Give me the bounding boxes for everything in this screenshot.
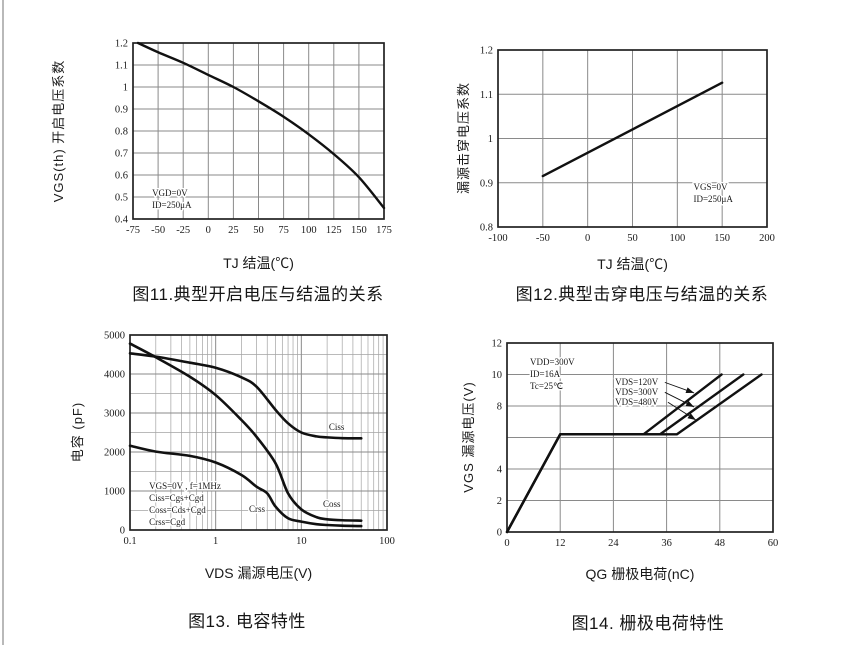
svg-text:1: 1	[213, 536, 218, 547]
svg-text:1.1: 1.1	[480, 90, 493, 101]
fig14-x-axis-label: QG 栅极电荷(nC)	[585, 566, 695, 582]
svg-text:125: 125	[326, 225, 342, 236]
svg-text:10: 10	[492, 370, 503, 381]
svg-text:175: 175	[376, 225, 392, 236]
svg-text:100: 100	[669, 233, 685, 244]
svg-text:VDS=300V: VDS=300V	[615, 387, 659, 397]
svg-text:0: 0	[504, 538, 509, 549]
fig14-title: 图14. 栅极电荷特性	[571, 614, 725, 633]
svg-text:0: 0	[585, 233, 590, 244]
svg-text:1.2: 1.2	[115, 39, 128, 50]
fig13-y-axis-label: 电容 (pF)	[70, 401, 85, 463]
svg-text:4: 4	[497, 465, 503, 476]
fig12-y-axis-label: 漏源击穿电压系数	[456, 82, 471, 195]
svg-text:0.9: 0.9	[115, 105, 128, 116]
svg-text:0.9: 0.9	[480, 178, 493, 189]
svg-text:ID=250μA: ID=250μA	[152, 200, 192, 210]
svg-text:0.1: 0.1	[123, 536, 136, 547]
svg-text:0.7: 0.7	[115, 149, 128, 160]
svg-text:VGS=0V , f=1MHz: VGS=0V , f=1MHz	[149, 481, 221, 491]
svg-text:36: 36	[661, 538, 672, 549]
svg-text:2000: 2000	[104, 448, 125, 459]
svg-text:150: 150	[351, 225, 367, 236]
svg-text:200: 200	[759, 233, 775, 244]
svg-text:100: 100	[301, 225, 317, 236]
svg-text:0: 0	[497, 528, 502, 539]
svg-text:-100: -100	[488, 233, 507, 244]
svg-text:50: 50	[253, 225, 264, 236]
svg-text:10: 10	[296, 536, 307, 547]
svg-text:VGS=0V: VGS=0V	[693, 182, 728, 192]
svg-text:Coss=Cds+Cgd: Coss=Cds+Cgd	[149, 505, 206, 515]
svg-text:50: 50	[627, 233, 638, 244]
svg-text:VGD=0V: VGD=0V	[152, 188, 188, 198]
svg-text:1.1: 1.1	[115, 61, 128, 72]
svg-text:75: 75	[278, 225, 289, 236]
svg-text:Crss=Cgd: Crss=Cgd	[149, 517, 186, 527]
svg-text:0.5: 0.5	[115, 193, 128, 204]
fig12-x-axis-label: TJ 结温(℃)	[597, 256, 668, 272]
fig13-x-axis-label: VDS 漏源电压(V)	[204, 565, 313, 581]
svg-text:4000: 4000	[104, 370, 125, 381]
svg-text:1: 1	[488, 134, 493, 145]
fig11-title: 图11.典型开启电压与结温的关系	[132, 285, 384, 304]
svg-text:2: 2	[497, 496, 502, 507]
svg-text:ID=250μA: ID=250μA	[693, 194, 733, 204]
svg-text:25: 25	[228, 225, 239, 236]
svg-text:-25: -25	[176, 225, 190, 236]
fig11-x-axis-label: TJ 结温(℃)	[223, 255, 294, 271]
svg-text:100: 100	[379, 536, 395, 547]
svg-text:60: 60	[768, 538, 779, 549]
svg-text:ID=16A: ID=16A	[530, 369, 561, 379]
svg-text:150: 150	[714, 233, 730, 244]
svg-text:Ciss=Cgs+Cgd: Ciss=Cgs+Cgd	[149, 493, 204, 503]
svg-text:12: 12	[492, 339, 503, 350]
fig12-title: 图12.典型击穿电压与结温的关系	[515, 285, 769, 304]
svg-text:0.4: 0.4	[115, 215, 129, 226]
svg-text:VDS=480V: VDS=480V	[615, 397, 659, 407]
svg-text:VDD=300V: VDD=300V	[530, 357, 575, 367]
svg-text:Coss: Coss	[323, 499, 341, 509]
fig11-y-axis-label: VGS(th) 开启电压系数	[51, 59, 66, 203]
svg-text:Crss: Crss	[249, 504, 266, 514]
svg-text:0: 0	[206, 225, 211, 236]
svg-text:Ciss: Ciss	[329, 422, 345, 432]
svg-text:1000: 1000	[104, 487, 125, 498]
fig13-title: 图13. 电容特性	[188, 612, 306, 631]
svg-text:12: 12	[555, 538, 566, 549]
scan-edge-line	[2, 0, 4, 645]
svg-text:0.8: 0.8	[115, 127, 128, 138]
svg-text:3000: 3000	[104, 409, 125, 420]
svg-text:VDS=120V: VDS=120V	[615, 377, 659, 387]
svg-text:0.6: 0.6	[115, 171, 128, 182]
fig14-y-axis-label: VGS 漏源电压(V)	[461, 381, 476, 493]
svg-text:8: 8	[497, 402, 502, 413]
svg-text:0.8: 0.8	[480, 223, 493, 234]
svg-text:0: 0	[120, 526, 125, 537]
svg-text:48: 48	[715, 538, 726, 549]
svg-text:24: 24	[608, 538, 619, 549]
svg-text:1: 1	[123, 83, 128, 94]
svg-text:5000: 5000	[104, 331, 125, 342]
svg-text:-50: -50	[536, 233, 550, 244]
svg-text:-50: -50	[151, 225, 165, 236]
svg-text:Tc=25℃: Tc=25℃	[530, 381, 563, 391]
svg-text:-75: -75	[126, 225, 140, 236]
svg-text:1.2: 1.2	[480, 46, 493, 57]
